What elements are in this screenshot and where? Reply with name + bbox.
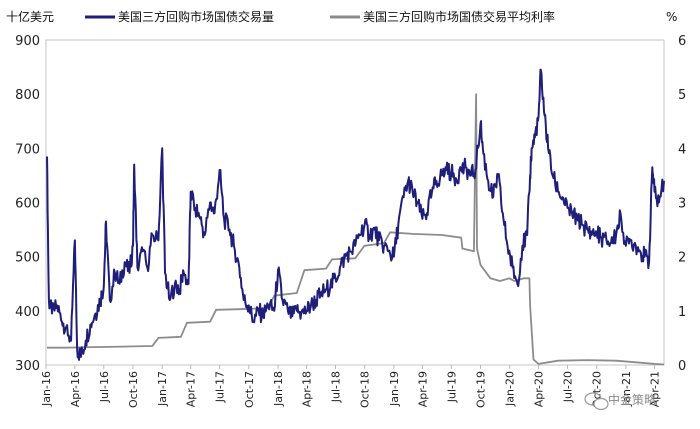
x-tick-label: Jul-16 [98,371,111,403]
left-axis-ticks: 300 400 500 600 700 800 900 [15,34,40,374]
right-tick-label: 2 [678,251,686,266]
legend-label-volume: 美国三方回购市场国债交易量 [118,9,274,24]
right-tick-label: 5 [678,88,686,103]
x-tick-label: Jan-21 [620,371,633,407]
right-tick-label: 1 [678,305,686,320]
left-tick-label: 700 [15,142,40,157]
series-line-volume [46,68,665,361]
left-tick-label: 600 [15,197,40,212]
series-line-rate [47,93,665,366]
x-tick-label: Jul-20 [562,371,575,403]
right-tick-label: 4 [678,142,686,157]
watermark: 中金策略 [584,392,656,411]
left-tick-label: 900 [15,34,40,49]
left-tick-label: 400 [15,305,40,320]
plot-area [45,39,665,366]
x-tick-label: Jan-19 [388,371,401,407]
right-tick-label: 6 [678,34,686,49]
right-tick-label: 0 [678,359,686,374]
x-tick-label: Oct-16 [127,371,140,408]
x-tick-label: Jan-20 [504,371,517,407]
plot-frame [45,39,665,366]
x-tick-label: Jul-19 [445,371,458,403]
x-tick-label: Apr-21 [648,371,661,407]
right-axis-ticks: 0 1 2 3 4 5 6 [678,34,686,374]
legend: 美国三方回购市场国债交易量 美国三方回购市场国债交易平均利率 [85,9,555,24]
right-tick-label: 3 [678,197,686,212]
watermark-text: 中金策略 [608,392,656,407]
x-tick-label: Apr-18 [301,371,314,407]
x-tick-label: Apr-16 [69,371,82,407]
x-tick-label: Jan-18 [272,371,285,407]
x-tick-label: Oct-18 [359,371,372,408]
right-axis-unit: % [666,10,677,24]
x-tick-label: Jul-17 [214,371,227,403]
left-tick-label: 800 [15,88,40,103]
left-tick-label: 500 [15,251,40,266]
x-tick-label: Oct-17 [243,371,256,408]
legend-label-rate: 美国三方回购市场国债交易平均利率 [363,9,555,24]
x-axis-ticks: Jan-16 Apr-16 Jul-16 Oct-16 Jan-17 Apr-17 Jul-… [40,365,661,408]
left-axis-unit: 十亿美元 [6,9,54,24]
x-tick-label: Jan-17 [156,371,169,407]
x-tick-label: Apr-19 [416,371,429,407]
x-tick-label: Jan-16 [40,371,53,407]
left-tick-label: 300 [15,359,40,374]
x-tick-label: Oct-19 [475,371,488,408]
x-tick-label: Apr-17 [185,371,198,407]
wechat-icon [584,392,609,411]
x-tick-label: Jul-18 [329,371,342,403]
x-tick-label: Apr-20 [533,371,546,407]
